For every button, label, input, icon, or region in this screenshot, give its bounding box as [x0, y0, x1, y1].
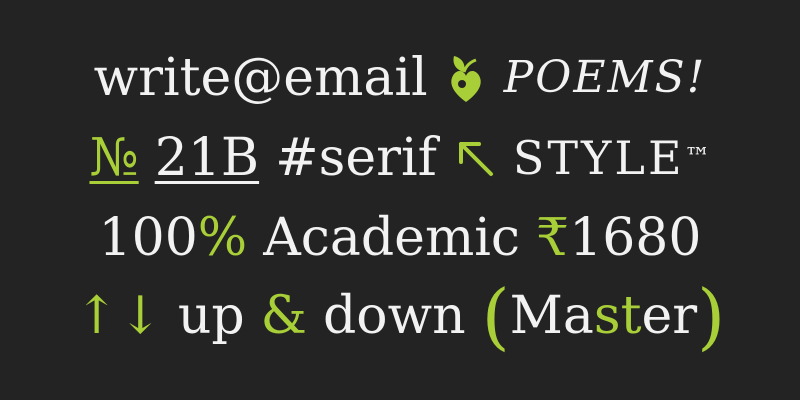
line-email-poems: write@email POEMS!: [0, 38, 800, 118]
arrow-up-left-icon: [453, 136, 497, 180]
line-up-down-master: ↑↓ up & down ( Ma st er ): [0, 276, 800, 356]
leaf-heart-ornament-icon: [444, 52, 488, 104]
poems-text: POEMS!: [503, 52, 707, 103]
trademark-sign: ™: [684, 143, 711, 173]
open-paren: (: [481, 274, 510, 358]
line-percent-academic-rupee: 100 % Academic ₹ 1680: [0, 198, 800, 278]
email-text: write@email: [93, 48, 428, 108]
close-paren: ): [697, 274, 726, 358]
ampersand: &: [260, 286, 307, 346]
rupee-amount: 1680: [569, 208, 702, 268]
line-numero-serif-style: № 21B #serif STYLE ™: [0, 118, 800, 198]
number-21b: 21B: [154, 128, 260, 188]
style-text: STYLE: [512, 131, 685, 185]
up-text: up: [177, 286, 245, 346]
up-down-arrows: ↑↓: [74, 286, 162, 346]
down-text: down: [322, 286, 466, 346]
percent-number: 100: [98, 208, 198, 268]
percent-sign: %: [197, 208, 248, 268]
rupee-sign: ₹: [536, 208, 570, 268]
academic-text: Academic: [263, 208, 521, 268]
numero-sign: №: [89, 128, 139, 188]
master-prefix: Ma: [509, 286, 594, 346]
hashtag-serif: #serif: [275, 128, 437, 188]
master-suffix: er: [641, 286, 698, 346]
master-ligature: st: [593, 286, 642, 346]
